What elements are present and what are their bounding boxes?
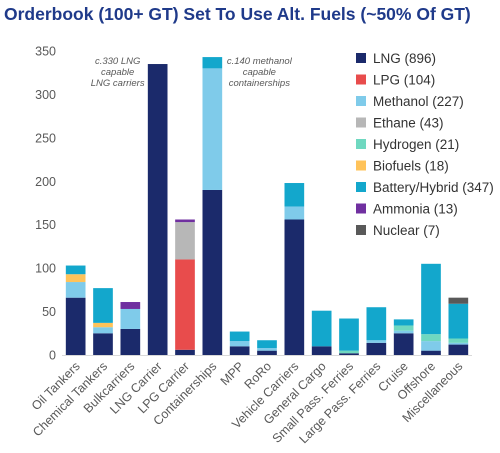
bar-segment-batteryhybrid (393, 319, 414, 326)
legend-swatch (356, 74, 366, 85)
y-tick-label: 300 (35, 88, 56, 102)
bar-segment-ammonia (175, 219, 195, 223)
legend-label: Nuclear (7) (373, 223, 440, 238)
y-tick-label: 350 (35, 45, 56, 59)
bar-segment-lng (448, 344, 469, 355)
legend-swatch (356, 225, 366, 235)
bar-segment-methanol (284, 206, 305, 220)
bar-segment-batteryhybrid (311, 310, 332, 347)
bar-segment-batteryhybrid (202, 57, 223, 69)
bar-segment-lng (175, 349, 195, 355)
bar-segment-lng (284, 219, 305, 355)
bar-segment-lng (393, 333, 414, 355)
bar-segment-batteryhybrid (65, 265, 86, 275)
bar-segment-biofuels (93, 322, 113, 328)
bar-segment-hydrogen (393, 325, 414, 331)
y-tick-label: 250 (35, 131, 56, 145)
legend-label: Ammonia (13) (373, 202, 458, 217)
bar-segment-ammonia (120, 302, 141, 309)
bar-segment-methanol (120, 308, 141, 329)
bar-segment-hydrogen (448, 338, 469, 343)
legend-label: LPG (104) (373, 73, 435, 88)
bar-segment-hydrogen (339, 350, 359, 354)
bar-segment-methanol (93, 327, 113, 334)
legend: LNG (896) LPG (104) Methanol (227) Ethane (… (356, 51, 494, 238)
bar-segment-methanol (257, 348, 277, 351)
legend-swatch (356, 139, 366, 149)
annotation-text: c.140 methanol (227, 56, 293, 67)
y-tick-label: 50 (42, 305, 56, 319)
bar-segment-batteryhybrid (339, 318, 359, 351)
bar-segment-lng (339, 353, 359, 355)
bar-segment-lng (65, 297, 86, 355)
y-tick-label: 100 (35, 262, 56, 276)
bar-segment-lng (257, 350, 277, 355)
legend-label: Methanol (227) (373, 94, 464, 109)
bar-segment-methanol (366, 340, 387, 343)
bar-segment-lng (229, 346, 250, 355)
bar-segment-batteryhybrid (448, 303, 469, 339)
bar-segment-lng (202, 189, 223, 355)
bar-segment-methanol (421, 341, 441, 351)
bar-segment-batteryhybrid (284, 183, 305, 207)
bar-segment-batteryhybrid (93, 288, 113, 323)
bar-segment-batteryhybrid (421, 263, 441, 335)
bar-segment-batteryhybrid (366, 307, 387, 341)
legend-label: Battery/Hybrid (347) (373, 180, 494, 195)
bar-segment-methanol (229, 341, 250, 347)
bar-segment-batteryhybrid (229, 331, 250, 342)
y-tick-label: 150 (35, 218, 56, 232)
bar-segment-lng (147, 64, 168, 356)
bar-segment-lng (311, 346, 332, 355)
legend-swatch (356, 203, 366, 214)
bar-segment-nuclear (448, 297, 469, 304)
bar-segment-ethane (175, 222, 195, 260)
y-tick-label: 0 (49, 349, 56, 363)
annotation-text: LNG carriers (91, 78, 145, 89)
bar-segment-hydrogen (421, 334, 441, 342)
bar-segment-methanol (448, 342, 469, 345)
bar-segment-lng (120, 328, 141, 355)
legend-label: LNG (896) (373, 51, 436, 66)
bar-segment-biofuels (65, 274, 86, 283)
annotation-text: capable (101, 67, 134, 78)
y-tick-label: 200 (35, 175, 56, 189)
bars-layer (65, 57, 469, 356)
annotation-text: c.330 LNG (95, 56, 140, 67)
chart-title: Orderbook (100+ GT) Set To Use Alt. Fuel… (4, 4, 471, 24)
bar-segment-methanol (65, 282, 86, 298)
bar-segment-methanol (202, 68, 223, 190)
bar-segment-lng (93, 333, 113, 355)
bar-segment-lpg (175, 259, 195, 350)
annotation-text: containerships (229, 78, 291, 89)
legend-swatch (356, 53, 366, 63)
bar-segment-lng (366, 342, 387, 355)
annotation-text: capable (243, 67, 276, 78)
legend-label: Biofuels (18) (373, 159, 449, 174)
bar-segment-lng (421, 350, 441, 355)
bar-segment-batteryhybrid (257, 340, 277, 349)
legend-label: Ethane (43) (373, 116, 444, 131)
legend-swatch (356, 96, 366, 106)
legend-swatch (356, 117, 366, 128)
legend-label: Hydrogen (21) (373, 137, 459, 152)
legend-swatch (356, 182, 366, 192)
bar-segment-methanol (393, 330, 414, 334)
legend-swatch (356, 160, 366, 171)
